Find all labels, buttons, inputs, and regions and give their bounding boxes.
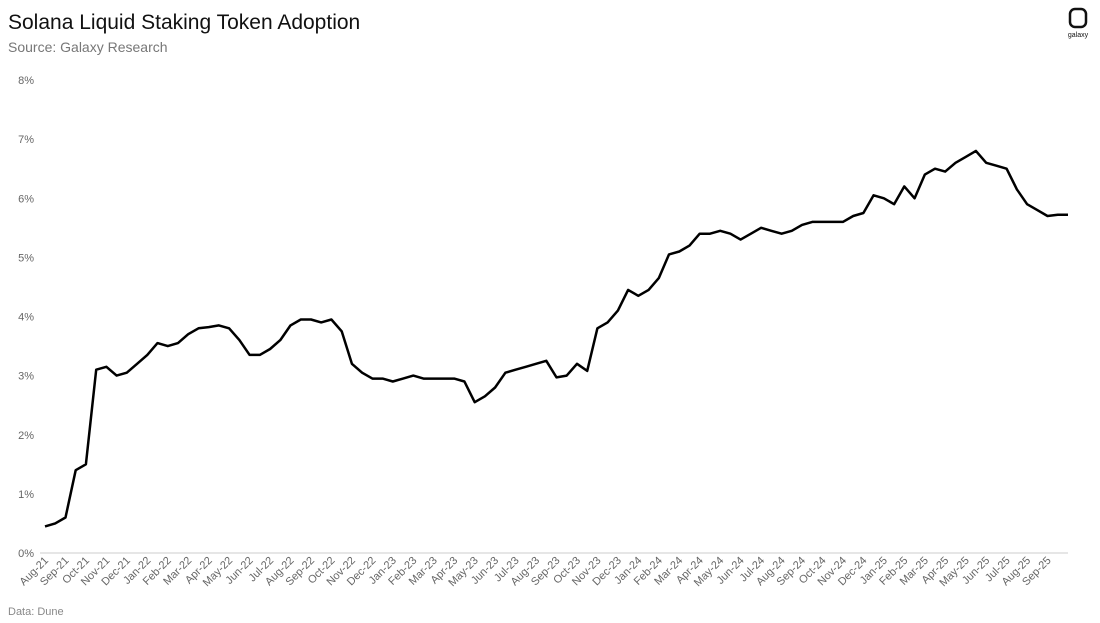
data-line <box>44 149 1068 528</box>
y-tick-label: 0% <box>18 548 34 560</box>
y-tick-label: 3% <box>18 371 34 383</box>
y-tick-label: 1% <box>18 489 34 501</box>
y-tick-label: 5% <box>18 252 34 264</box>
y-tick-label: 7% <box>18 134 34 146</box>
chart-title: Solana Liquid Staking Token Adoption <box>8 11 360 34</box>
logo-icon <box>1068 7 1088 29</box>
logo-text: galaxy <box>1068 32 1089 39</box>
chart-subtitle: Source: Galaxy Research <box>8 39 168 55</box>
y-tick-label: 6% <box>18 193 34 205</box>
y-tick-label: 8% <box>18 75 34 87</box>
source-note: Data: Dune <box>8 606 64 618</box>
y-tick-label: 2% <box>18 430 34 442</box>
y-tick-label: 4% <box>18 312 34 324</box>
